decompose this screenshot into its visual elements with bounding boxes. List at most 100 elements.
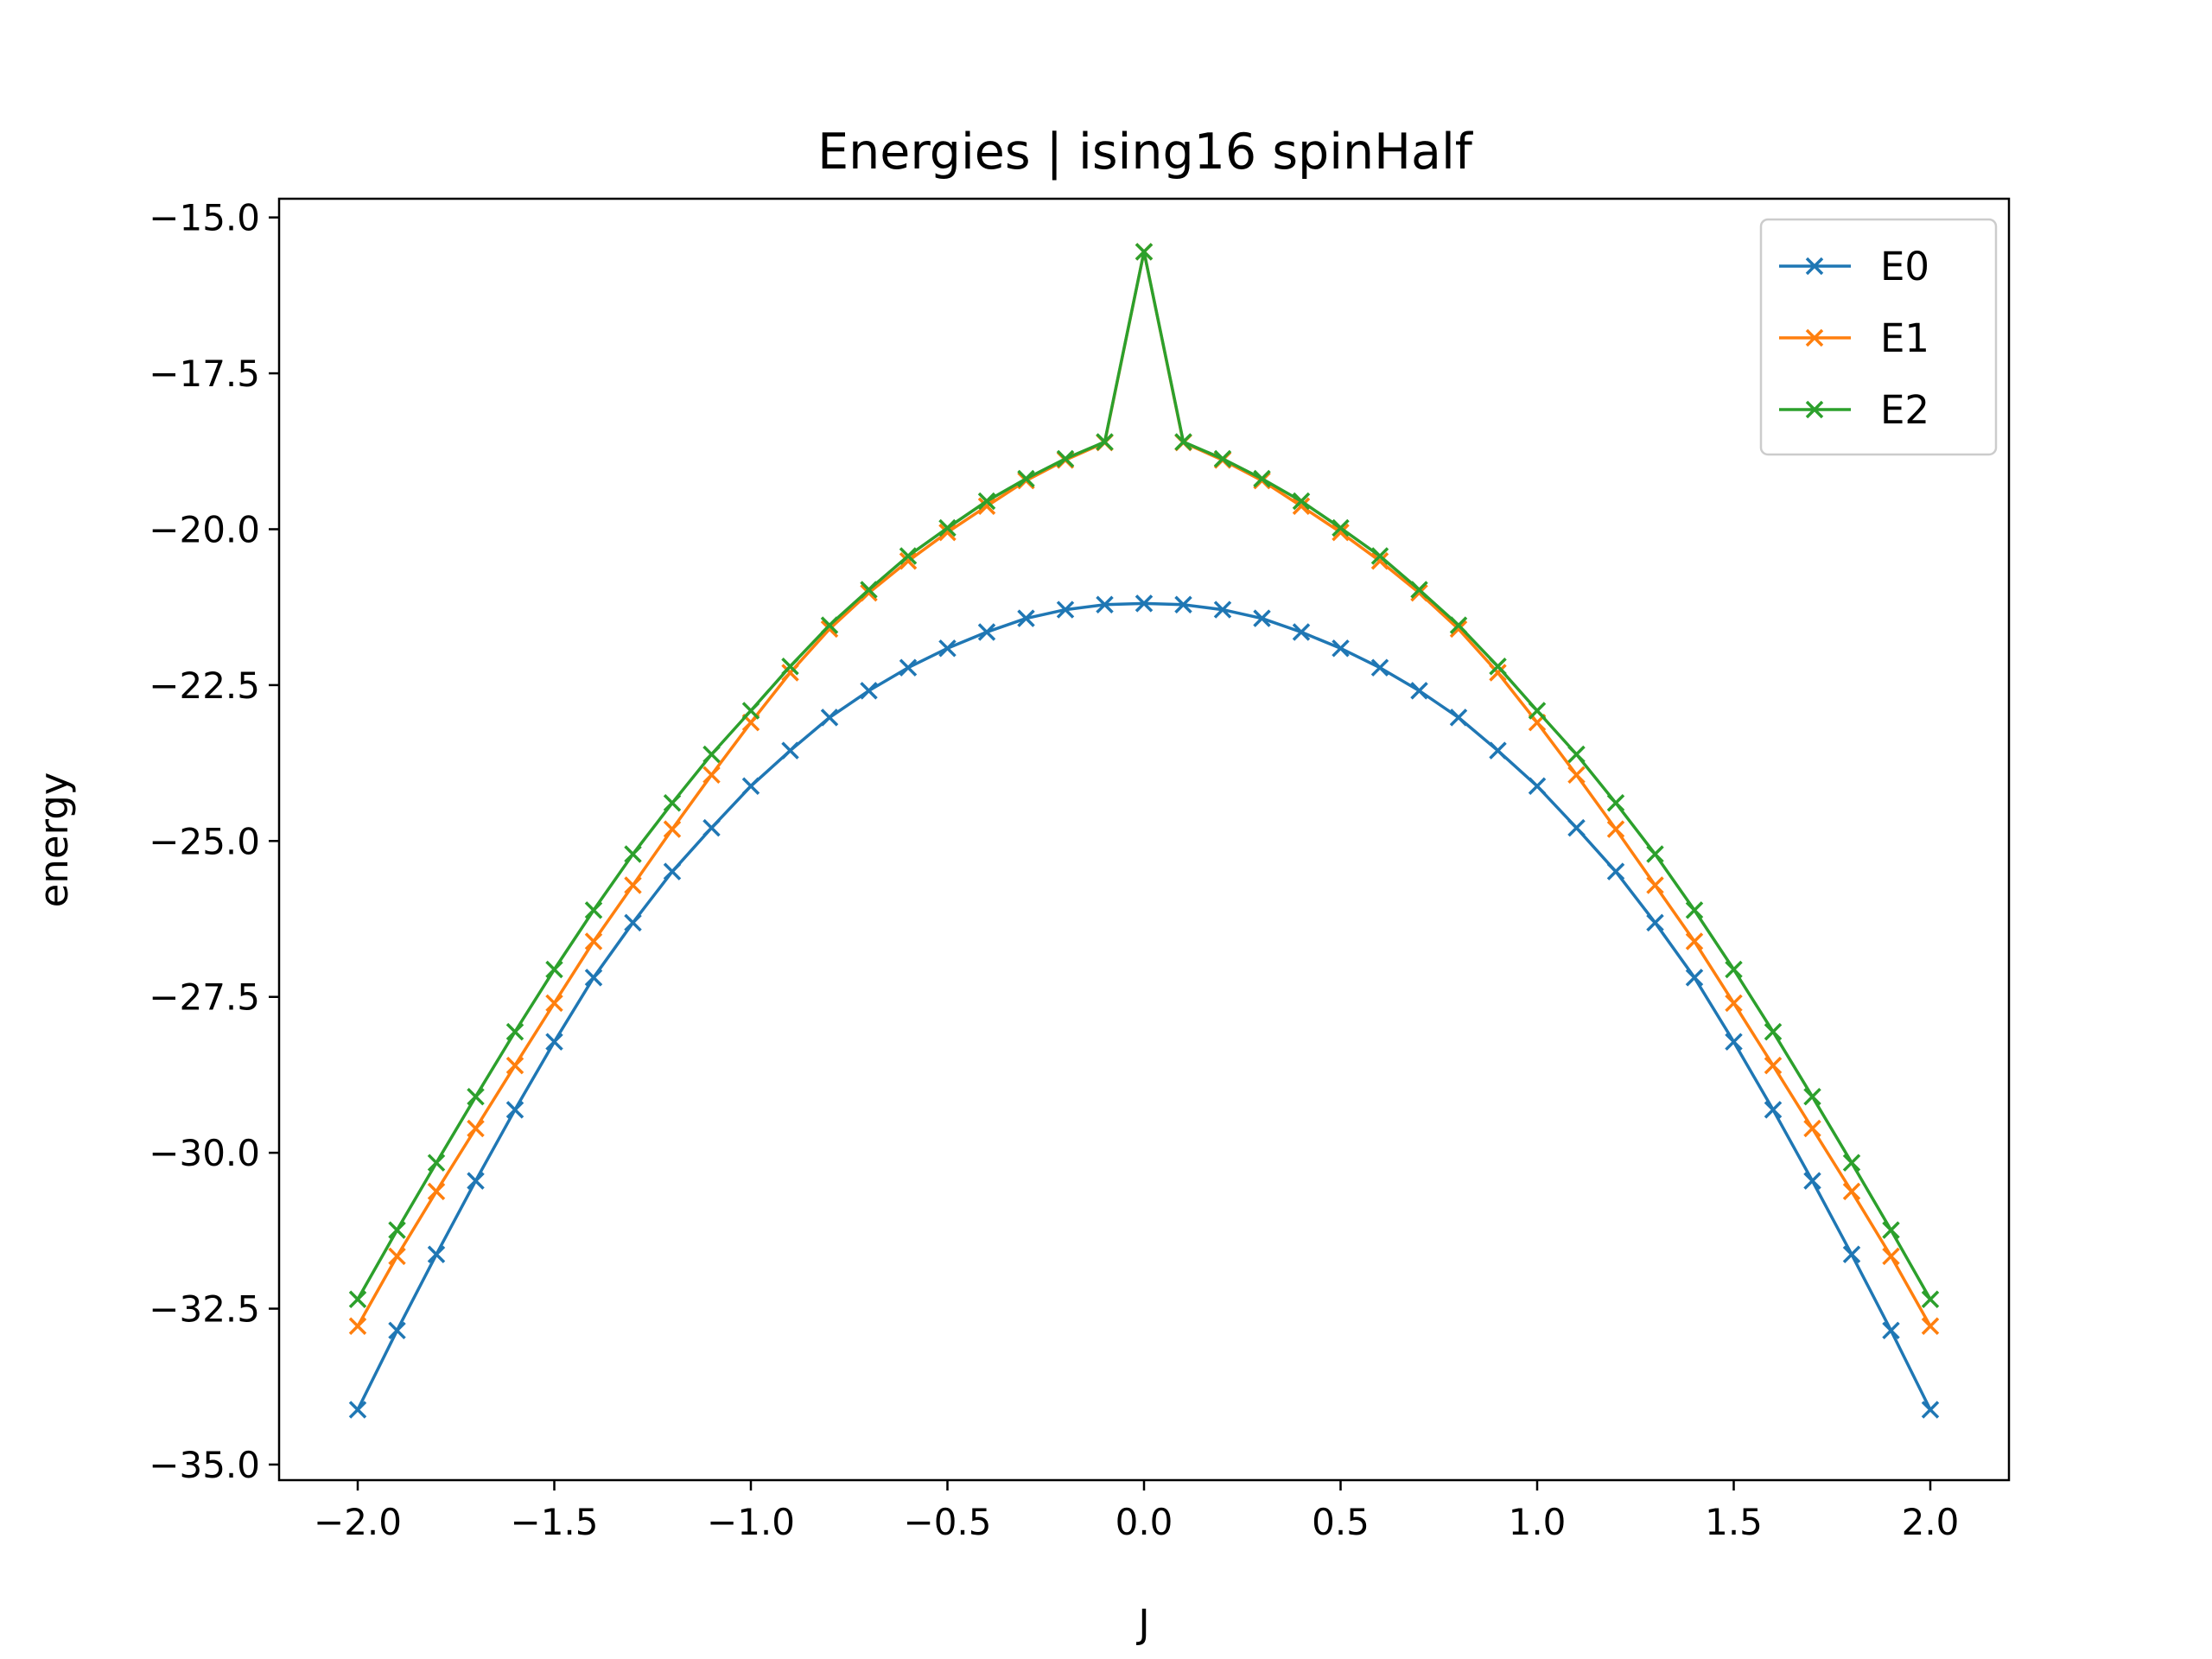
data-point-E1 (1292, 497, 1311, 516)
data-point-E0 (1489, 741, 1507, 760)
data-point-E1 (977, 497, 996, 516)
data-point-E2 (820, 616, 839, 634)
data-point-E0 (1332, 639, 1350, 658)
series-layer (348, 243, 1940, 1419)
data-point-E0 (1685, 969, 1704, 987)
legend: E0 E1 E2 (1759, 218, 1998, 456)
legend-item-E0: E0 (1779, 244, 1929, 289)
data-point-E1 (1567, 766, 1586, 785)
data-point-E2 (741, 702, 760, 720)
data-point-E0 (388, 1321, 406, 1340)
x-tick-label: 1.5 (1705, 1501, 1763, 1543)
data-point-E2 (899, 547, 918, 565)
data-point-E1 (1370, 552, 1389, 570)
data-point-E2 (1528, 702, 1547, 720)
legend-marker (1805, 257, 1824, 276)
y-tick-label: −30.0 (149, 1132, 260, 1174)
data-point-E0 (781, 741, 799, 760)
series-E0 (348, 594, 1940, 1419)
data-point-E1 (1921, 1317, 1940, 1335)
data-point-E1 (1410, 583, 1428, 602)
y-tick-label: −35.0 (149, 1444, 260, 1486)
data-point-E2 (1253, 469, 1271, 488)
data-point-E1 (1725, 994, 1743, 1013)
x-tick-label: −2.0 (314, 1501, 402, 1543)
data-point-E2 (388, 1221, 406, 1239)
data-point-E0 (624, 913, 642, 932)
data-point-E2 (1410, 581, 1428, 599)
data-point-E2 (505, 1022, 524, 1041)
data-point-E0 (860, 682, 878, 700)
y-tick-label: −22.5 (149, 664, 260, 707)
x-tick-label: 2.0 (1902, 1501, 1960, 1543)
x-tick-label: −1.0 (707, 1501, 795, 1543)
data-point-E0 (1921, 1401, 1940, 1419)
y-tick-label: −20.0 (149, 508, 260, 550)
data-point-E0 (1449, 709, 1468, 727)
data-point-E2 (1921, 1290, 1940, 1308)
data-point-E2 (1017, 469, 1035, 488)
data-point-E1 (584, 932, 603, 950)
data-point-E0 (1174, 595, 1192, 614)
data-point-E1 (1489, 664, 1507, 682)
data-point-E2 (1882, 1221, 1900, 1239)
x-tick-label: 0.5 (1312, 1501, 1370, 1543)
data-point-E1 (781, 664, 799, 682)
data-point-E2 (1332, 518, 1350, 537)
data-point-E2 (427, 1154, 446, 1172)
data-point-E1 (1646, 876, 1664, 894)
x-axis-label: J (1135, 1601, 1149, 1647)
data-point-E2 (624, 845, 642, 863)
data-point-E0 (1803, 1172, 1821, 1190)
legend-label: E0 (1880, 244, 1929, 289)
data-point-E1 (1803, 1119, 1821, 1138)
data-point-E2 (860, 581, 878, 599)
data-point-E0 (938, 639, 957, 658)
data-point-E0 (1410, 682, 1428, 700)
data-point-E2 (1056, 449, 1075, 468)
data-point-E0 (1606, 862, 1625, 880)
y-tick-label: −15.0 (149, 197, 260, 239)
legend-marker (1805, 400, 1824, 419)
x-tick-label: 1.0 (1509, 1501, 1567, 1543)
data-point-E2 (1685, 901, 1704, 919)
data-point-E1 (1685, 932, 1704, 950)
legend-item-E2: E2 (1779, 387, 1929, 433)
data-point-E2 (467, 1087, 485, 1106)
data-point-E2 (1803, 1087, 1821, 1106)
x-axis: −2.0 −1.5 −1.0 −0.5 0.0 0.5 1.0 1.5 2.0 (314, 1480, 1959, 1543)
data-point-E2 (663, 794, 682, 812)
y-tick-label: −32.5 (149, 1288, 260, 1331)
data-point-E0 (1135, 594, 1154, 613)
data-point-E2 (545, 960, 563, 979)
data-point-E2 (1174, 433, 1192, 451)
data-point-E0 (1528, 777, 1547, 796)
data-point-E2 (1567, 745, 1586, 764)
y-tick-label: −25.0 (149, 820, 260, 862)
data-point-E2 (938, 518, 957, 537)
series-E2 (348, 243, 1940, 1308)
data-point-E1 (467, 1119, 485, 1138)
x-tick-label: 0.0 (1116, 1501, 1173, 1543)
data-point-E0 (1725, 1033, 1743, 1051)
data-point-E2 (1646, 845, 1664, 863)
y-axis-label: energy (31, 772, 77, 908)
legend-box (1759, 218, 1998, 456)
data-point-E0 (741, 777, 760, 796)
data-point-E1 (938, 523, 957, 542)
data-point-E0 (1567, 818, 1586, 837)
data-point-E2 (348, 1290, 367, 1308)
x-tick-label: −1.5 (511, 1501, 599, 1543)
data-point-E0 (1056, 601, 1075, 619)
data-point-E0 (505, 1101, 524, 1119)
data-point-E0 (1646, 913, 1664, 932)
data-point-E0 (545, 1033, 563, 1051)
data-point-E1 (545, 994, 563, 1013)
data-point-E0 (1253, 609, 1271, 627)
data-point-E1 (860, 583, 878, 602)
data-point-E1 (505, 1056, 524, 1075)
data-point-E1 (348, 1317, 367, 1335)
data-point-E0 (1764, 1101, 1783, 1119)
data-point-E0 (1213, 601, 1232, 619)
